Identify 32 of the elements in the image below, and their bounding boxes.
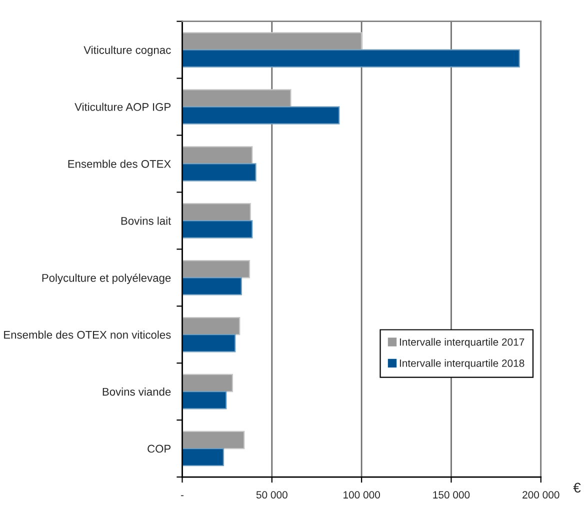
x-axis-title: € — [573, 482, 581, 493]
y-tick-label: Viticulture cognac — [84, 46, 171, 56]
bar — [182, 146, 253, 164]
bar — [182, 163, 256, 182]
legend-label: Intervalle interquartile 2017 — [400, 338, 524, 348]
y-tick-label: Viticulture AOP IGP — [74, 102, 171, 111]
bar — [182, 374, 234, 392]
bar — [182, 49, 520, 68]
y-tick-label: COP — [148, 444, 171, 453]
bar — [182, 430, 245, 450]
bar — [182, 391, 227, 410]
bar — [182, 106, 340, 124]
bar — [182, 89, 292, 108]
bar — [182, 277, 242, 296]
x-tick-label: 100 000 — [344, 491, 380, 499]
y-tick-label: Bovins viande — [102, 388, 171, 396]
x-tick-label: 200 000 — [522, 491, 560, 499]
y-tick-label: Bovins lait — [121, 216, 172, 225]
x-tick-label: 50 000 — [256, 491, 288, 499]
bar — [182, 448, 224, 466]
legend-label: Intervalle interquartile 2018 — [400, 359, 524, 369]
y-tick-label: Ensemble des OTEX — [68, 160, 171, 168]
y-tick-label: Polyculture et polyélevage — [42, 274, 171, 284]
y-tick-label: Ensemble des OTEX non viticoles — [4, 330, 171, 339]
x-tick-label: - — [180, 495, 184, 496]
bar — [182, 203, 251, 222]
x-tick-label: 150 000 — [433, 491, 470, 499]
bar — [182, 334, 236, 352]
bar — [182, 220, 253, 238]
bar — [182, 32, 362, 50]
bar — [182, 316, 240, 336]
bar — [182, 260, 250, 278]
